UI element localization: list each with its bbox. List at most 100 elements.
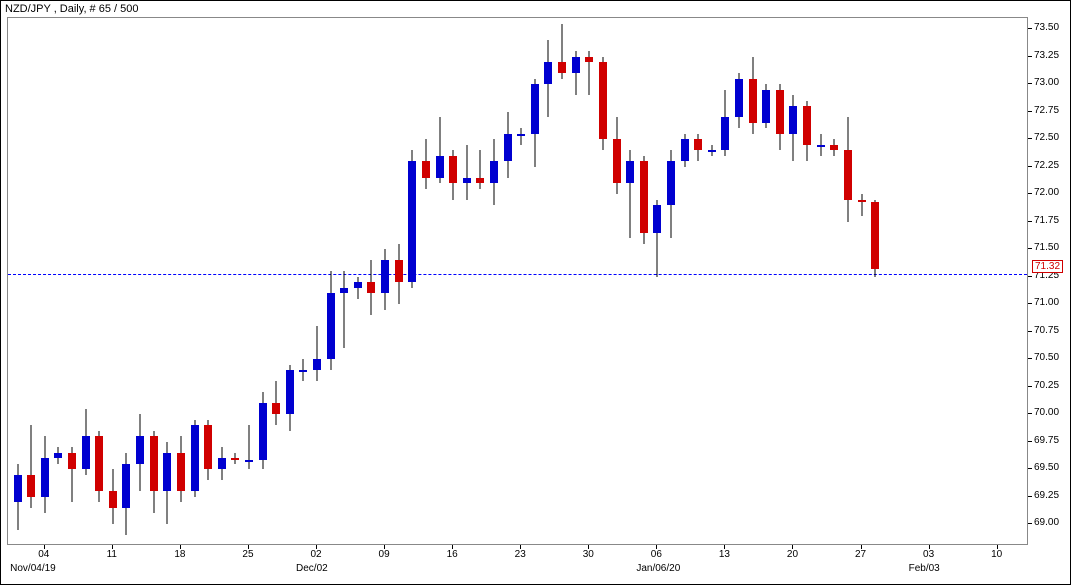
candle [122,18,130,546]
candle-body [776,90,784,134]
candle-body [517,134,525,136]
candle-body [259,403,267,460]
candle-body [572,57,580,74]
candle [272,18,280,546]
candle [436,18,444,546]
candle-body [327,293,335,359]
candle-body [177,453,185,492]
x-tick-label: 10 [991,549,1002,560]
x-tick-label: 27 [855,549,866,560]
y-tick-label: 69.00 [1034,517,1059,528]
y-tick [1028,83,1032,84]
candle-body [82,436,90,469]
candle-body [136,436,144,464]
y-tick [1028,248,1032,249]
x-tick-label: 13 [719,549,730,560]
candle-body [68,453,76,470]
candle [191,18,199,546]
candle-body [476,178,484,184]
candle-body [95,436,103,491]
x-tick-label: 23 [515,549,526,560]
candle-wick [521,128,522,145]
x-tick [248,545,249,549]
candle [871,18,879,546]
candle [327,18,335,546]
y-tick [1028,468,1032,469]
y-tick-label: 69.25 [1034,490,1059,501]
x-tick-label: 02 [310,549,321,560]
x-tick [997,545,998,549]
y-tick-label: 72.50 [1034,132,1059,143]
x-tick [929,545,930,549]
candle [136,18,144,546]
y-tick [1028,56,1032,57]
candle-body [817,145,825,147]
x-tick [861,545,862,549]
candle-wick [861,194,862,216]
candle-body [640,161,648,233]
x-sublabel: Dec/02 [296,563,328,574]
candle [286,18,294,546]
candle [381,18,389,546]
y-tick-label: 70.75 [1034,325,1059,336]
candle [163,18,171,546]
y-tick-label: 71.50 [1034,242,1059,253]
chart-container: NZD/JPY , Daily, # 65 / 500 69.0069.2569… [0,0,1071,585]
y-tick [1028,28,1032,29]
candle [830,18,838,546]
candle [531,18,539,546]
candle [95,18,103,546]
candle-body [354,282,362,288]
candle-body [762,90,770,123]
x-tick-label: 03 [923,549,934,560]
x-sublabel: Feb/03 [909,563,940,574]
candle-body [27,475,35,497]
candle [204,18,212,546]
candle [367,18,375,546]
candle [653,18,661,546]
candle-body [749,79,757,123]
candle-body [721,117,729,150]
y-tick-label: 71.75 [1034,215,1059,226]
candle-body [667,161,675,205]
candle-wick [357,277,358,299]
candle [408,18,416,546]
candle-body [436,156,444,178]
candle-body [871,202,879,269]
x-tick [792,545,793,549]
y-tick [1028,441,1032,442]
candle [476,18,484,546]
candle-body [599,62,607,139]
y-tick [1028,166,1032,167]
candle [585,18,593,546]
y-tick-label: 70.25 [1034,380,1059,391]
x-tick-label: 06 [651,549,662,560]
x-tick-label: 25 [242,549,253,560]
x-tick [520,545,521,549]
y-tick-label: 69.50 [1034,462,1059,473]
candle-body [544,62,552,84]
candle-body [313,359,321,370]
x-tick-label: 09 [379,549,390,560]
candle [749,18,757,546]
candle-body [272,403,280,414]
x-tick-label: 11 [107,549,117,560]
y-tick-label: 71.00 [1034,297,1059,308]
candle [177,18,185,546]
candle [395,18,403,546]
candle-body [109,491,117,508]
candle-body [844,150,852,200]
candle [858,18,866,546]
candle [817,18,825,546]
y-tick [1028,303,1032,304]
y-tick-label: 72.00 [1034,187,1059,198]
candle [681,18,689,546]
candle [558,18,566,546]
candle [762,18,770,546]
y-tick [1028,523,1032,524]
y-tick-label: 72.75 [1034,105,1059,116]
y-tick [1028,496,1032,497]
candle-body [231,458,239,460]
candle [544,18,552,546]
candle-wick [344,271,345,348]
